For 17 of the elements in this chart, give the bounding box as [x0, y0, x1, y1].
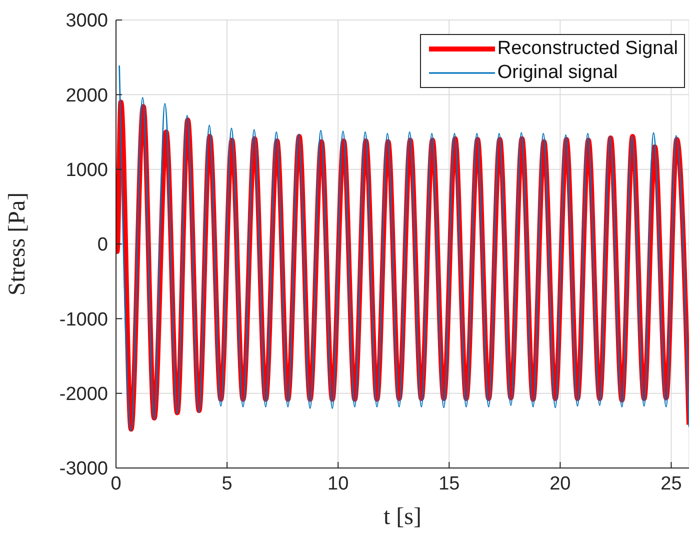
x-tick-label: 25 — [660, 473, 682, 494]
x-tick-label: 10 — [328, 473, 349, 494]
legend-label: Original signal — [497, 61, 618, 85]
y-axis-title: Stress [Pa] — [4, 192, 31, 296]
y-tick-label: 2000 — [66, 85, 108, 106]
legend-label: Reconstructed Signal — [497, 37, 678, 61]
y-tick-label: 3000 — [66, 10, 108, 32]
y-tick-label: -2000 — [59, 384, 108, 406]
x-tick-label: 15 — [438, 473, 460, 494]
y-tick-label: -3000 — [59, 458, 108, 480]
x-axis-title: t [s] — [384, 504, 422, 530]
y-tick-label: 0 — [97, 234, 108, 256]
x-tick-label: 20 — [550, 473, 571, 494]
x-tick-label: 0 — [110, 473, 122, 494]
y-tick-label: -1000 — [59, 309, 108, 330]
x-tick-label: 5 — [222, 473, 232, 494]
y-tick-label: 1000 — [66, 160, 108, 182]
